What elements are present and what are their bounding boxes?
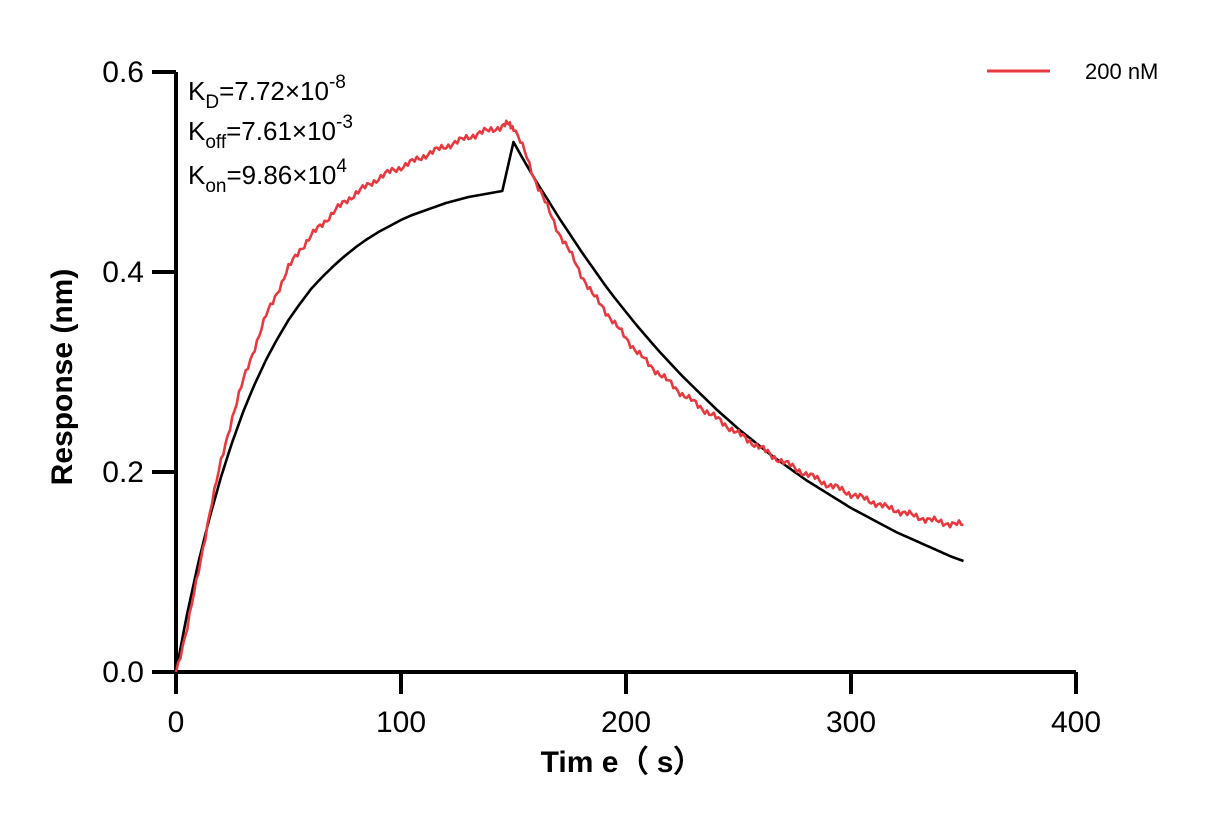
kd-base: K — [188, 76, 206, 106]
kon-annotation: Kon=9.86×104 — [188, 156, 347, 197]
x-tick-label: 200 — [601, 706, 651, 739]
kd-sup: -8 — [329, 72, 346, 93]
koff-sub: off — [205, 132, 227, 153]
koff-sup: -3 — [336, 112, 353, 133]
x-tick-label: 0 — [168, 706, 185, 739]
kd-sub: D — [205, 92, 219, 113]
koff-base: K — [188, 116, 206, 146]
kd-mid: =7.72×10 — [219, 76, 329, 106]
kon-base: K — [188, 160, 206, 190]
kon-mid: =9.86×10 — [226, 160, 336, 190]
x-tick-label: 100 — [376, 706, 426, 739]
tick-marks: 0 100 200 300 400 0.0 0.2 0.4 0.6 — [102, 56, 1101, 739]
y-tick-label: 0.0 — [102, 656, 144, 689]
series-lines — [174, 119, 964, 673]
kd-annotation: KD=7.72×10-8 — [188, 72, 346, 113]
koff-mid: =7.61×10 — [226, 116, 336, 146]
x-tick-label: 300 — [826, 706, 876, 739]
y-tick-label: 0.2 — [102, 456, 144, 489]
x-axis-title: Tim e（ s） — [541, 745, 704, 779]
legend-label-200nm: 200 nM — [1085, 59, 1158, 84]
kon-sup: 4 — [336, 156, 347, 177]
y-tick-label: 0.4 — [102, 256, 144, 289]
fit-curve-line — [174, 140, 964, 673]
x-tick-label: 400 — [1051, 706, 1101, 739]
legend: 200 nM — [987, 59, 1158, 84]
kon-sub: on — [205, 176, 226, 197]
y-tick-label: 0.6 — [102, 56, 144, 89]
y-axis-title: Response (nm) — [46, 269, 79, 486]
koff-annotation: Koff=7.61×10-3 — [188, 112, 353, 153]
series-line-200nm — [174, 119, 964, 673]
